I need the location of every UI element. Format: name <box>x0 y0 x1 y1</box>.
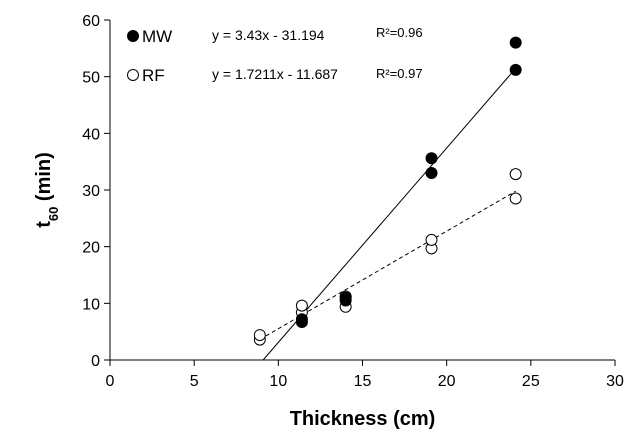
mw-fit-equation: y = 3.43x - 31.194 <box>212 27 325 43</box>
mw-point <box>509 36 522 49</box>
y-tick-label: 20 <box>82 240 100 257</box>
y-axis-title-unit: (min) <box>33 152 55 206</box>
y-tick-label: 0 <box>91 353 100 370</box>
y-axis-title-base: t <box>33 221 55 228</box>
x-tick-label: 0 <box>106 373 115 390</box>
data-points <box>253 36 522 346</box>
rf-fit-equation: y = 1.7211x - 11.687 <box>212 66 338 82</box>
y-axis-title: t60 (min) <box>33 152 61 228</box>
y-axis-title-subscript: 60 <box>46 207 61 221</box>
x-tick-label: 15 <box>354 373 372 390</box>
rf-point <box>253 329 266 342</box>
mw-point <box>425 152 438 165</box>
x-tick-label: 20 <box>438 373 456 390</box>
mw-point <box>339 291 352 304</box>
mw-point <box>295 313 308 326</box>
rf-fit-r2: R²=0.97 <box>376 66 423 81</box>
rf-point <box>509 192 522 205</box>
rf-point <box>425 233 438 246</box>
mw-fit-r2: R²=0.96 <box>376 25 423 40</box>
y-tick-label: 50 <box>82 70 100 87</box>
rf-point <box>295 299 308 312</box>
y-tick-label: 10 <box>82 296 100 313</box>
x-axis-title: Thickness (cm) <box>290 408 436 430</box>
legend-rf-marker <box>127 69 139 81</box>
y-tick-label: 30 <box>82 183 100 200</box>
x-tick-label: 30 <box>606 373 624 390</box>
rf-point <box>509 168 522 181</box>
x-tick-label: 5 <box>190 373 199 390</box>
y-tick-label: 40 <box>82 126 100 143</box>
y-tick-label: 60 <box>82 13 100 30</box>
legend-mw-label: MW <box>142 27 172 46</box>
x-tick-label: 25 <box>522 373 540 390</box>
legend: MW y = 3.43x - 31.194 R²=0.96 RF y = 1.7… <box>127 25 423 85</box>
x-tick-label: 10 <box>269 373 287 390</box>
y-axis-ticks: 0 10 20 30 40 50 60 <box>82 13 110 370</box>
mw-point <box>509 63 522 76</box>
x-axis-ticks: 0 5 10 15 20 25 30 <box>106 360 624 390</box>
mw-point <box>425 167 438 179</box>
axes <box>109 20 615 361</box>
legend-rf-label: RF <box>142 66 165 85</box>
legend-mw-marker <box>127 30 139 42</box>
